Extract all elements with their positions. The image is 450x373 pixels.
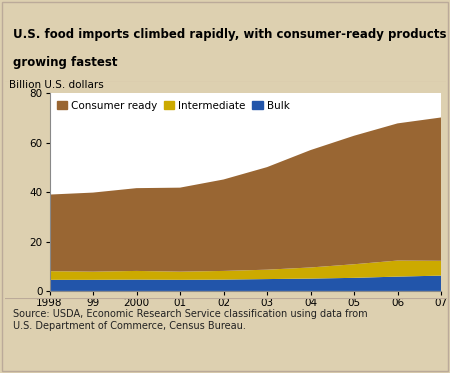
Text: growing fastest: growing fastest	[14, 56, 118, 69]
Legend: Consumer ready, Intermediate, Bulk: Consumer ready, Intermediate, Bulk	[55, 98, 292, 113]
Text: U.S. food imports climbed rapidly, with consumer-ready products: U.S. food imports climbed rapidly, with …	[14, 28, 447, 41]
Text: Source: USDA, Economic Research Service classification using data from
U.S. Depa: Source: USDA, Economic Research Service …	[14, 309, 368, 330]
Text: Billion U.S. dollars: Billion U.S. dollars	[9, 79, 104, 90]
